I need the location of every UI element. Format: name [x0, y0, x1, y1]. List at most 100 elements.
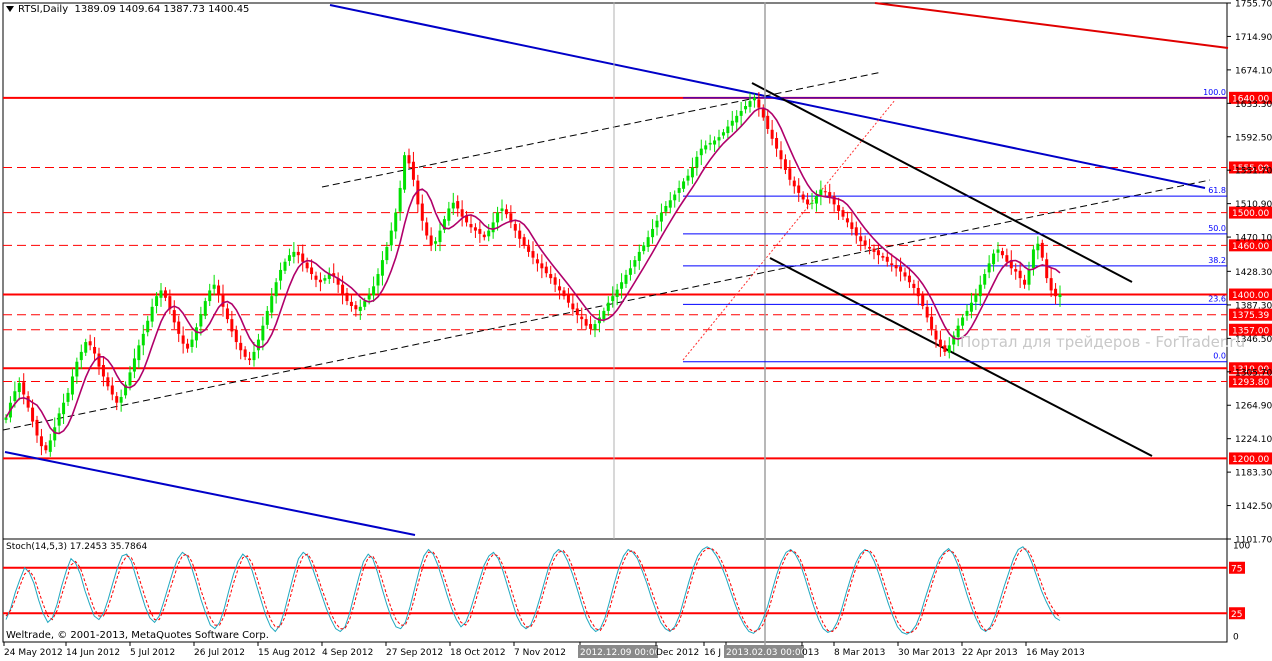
- stoch-level-tag-label: 25: [1231, 610, 1242, 620]
- channel-dashed-upper[interactable]: [321, 71, 883, 188]
- candle-body: [141, 333, 145, 346]
- candle-body: [682, 181, 686, 189]
- candle-body: [341, 284, 345, 295]
- level-tag: [1229, 206, 1272, 219]
- candle-body: [713, 140, 717, 145]
- candle-body: [44, 445, 48, 451]
- trendlines: [2, 2, 1229, 658]
- candle-body: [4, 417, 8, 420]
- candle-body: [447, 208, 451, 221]
- candle-body: [172, 310, 176, 323]
- moving-average-line: [5, 107, 1061, 435]
- candle-body: [885, 256, 889, 262]
- candle-body: [624, 274, 628, 284]
- candle-body: [934, 330, 938, 340]
- candle-body: [203, 301, 207, 316]
- level-tag-label: 1500.00: [1232, 209, 1269, 219]
- candle-body: [1054, 288, 1058, 297]
- candle-body: [1000, 251, 1004, 256]
- date-highlight: [724, 645, 804, 658]
- candle-body: [345, 292, 349, 302]
- candle-body: [451, 202, 455, 209]
- candle-body: [438, 230, 442, 243]
- level-tag: [1229, 288, 1272, 301]
- date-tick-label: 22 Apr 2013: [962, 648, 1018, 658]
- candle-body: [903, 272, 907, 277]
- trendline-red-top[interactable]: [874, 2, 1229, 49]
- candle-body: [881, 256, 885, 258]
- candle-body: [70, 376, 74, 395]
- candle-body: [730, 120, 734, 126]
- level-tag-label: 1357.00: [1232, 326, 1269, 336]
- candle-body: [690, 167, 694, 178]
- candle-body: [810, 202, 814, 204]
- candle-body: [832, 196, 836, 205]
- level-tag: [1229, 323, 1272, 336]
- trendline-blue-upper[interactable]: [329, 4, 1206, 189]
- date-tick-label: 2013.02.03 00:00: [726, 648, 807, 658]
- candle-body: [349, 301, 353, 306]
- level-tag: [1229, 452, 1272, 465]
- level-tag: [1229, 308, 1272, 321]
- date-tick-label: 4 Sep 2012: [322, 648, 373, 658]
- price-tick-label: 1101.70: [1235, 536, 1272, 546]
- fib-label: 50.0: [1208, 224, 1226, 233]
- candle-body: [199, 314, 203, 327]
- candle-body: [956, 325, 960, 338]
- candle-body: [354, 305, 358, 310]
- candle-body: [1049, 278, 1053, 291]
- candle-body: [57, 413, 61, 426]
- candle-body: [828, 192, 832, 198]
- trendline-black-lower[interactable]: [769, 257, 1153, 457]
- candle-body: [974, 294, 978, 302]
- time-axis: 24 May 2012 14 Jun 2012 5 Jul 2012 26 Jul 2…: [3, 642, 1085, 658]
- candle-body: [513, 224, 517, 231]
- candle-body: [305, 262, 309, 269]
- stoch-signal-line: [5, 548, 1061, 633]
- candle-body: [53, 427, 57, 441]
- date-tick-label: 24 May 2012: [4, 648, 63, 658]
- candle-body: [854, 227, 858, 236]
- price-tick-label: 1755.70: [1235, 0, 1272, 10]
- candle-body: [376, 274, 380, 286]
- candle-body: [150, 306, 154, 322]
- level-tag: [1229, 239, 1272, 252]
- candle-body: [128, 372, 132, 386]
- candle-body: [770, 129, 774, 139]
- trendline-blue-lower[interactable]: [4, 451, 416, 536]
- fib-label: 23.6: [1208, 294, 1226, 303]
- candle-body: [1014, 269, 1018, 272]
- price-tick-label: 1551.70: [1235, 167, 1272, 177]
- level-tag-label: 1400.00: [1232, 291, 1269, 301]
- candle-body: [969, 302, 973, 312]
- level-tag: [1229, 161, 1272, 174]
- candle-body: [31, 407, 35, 422]
- candle-body: [491, 222, 495, 233]
- candle-body: [894, 265, 898, 269]
- candle-body: [239, 342, 243, 351]
- dropdown-triangle-icon[interactable]: [6, 6, 14, 12]
- candle-body: [407, 155, 411, 164]
- candle-body: [256, 339, 260, 351]
- candle-body: [566, 294, 570, 303]
- candle-body: [314, 275, 318, 280]
- trendline-black-upper[interactable]: [751, 82, 1133, 283]
- candle-body: [509, 213, 513, 223]
- candle-body: [744, 106, 748, 110]
- candle-body: [318, 279, 322, 283]
- candle-body: [535, 259, 539, 264]
- candle-body: [651, 228, 655, 238]
- candle-body: [416, 180, 420, 205]
- channel-dashed-lower[interactable]: [2, 179, 1211, 431]
- candle-body: [425, 222, 429, 236]
- date-tick-label: 30 Mar 2013: [898, 648, 955, 658]
- candle-body: [39, 436, 43, 447]
- candle-body: [717, 137, 721, 141]
- price-tick-label: 1224.10: [1235, 435, 1272, 445]
- date-tick-label: 18 Oct 2012: [450, 648, 506, 658]
- candle-body: [194, 327, 198, 341]
- candle-body: [230, 319, 234, 332]
- candle-body: [788, 168, 792, 180]
- copyright-text: Weltrade, © 2001-2013, MetaQuotes Softwa…: [6, 630, 269, 641]
- candle-body: [336, 278, 340, 285]
